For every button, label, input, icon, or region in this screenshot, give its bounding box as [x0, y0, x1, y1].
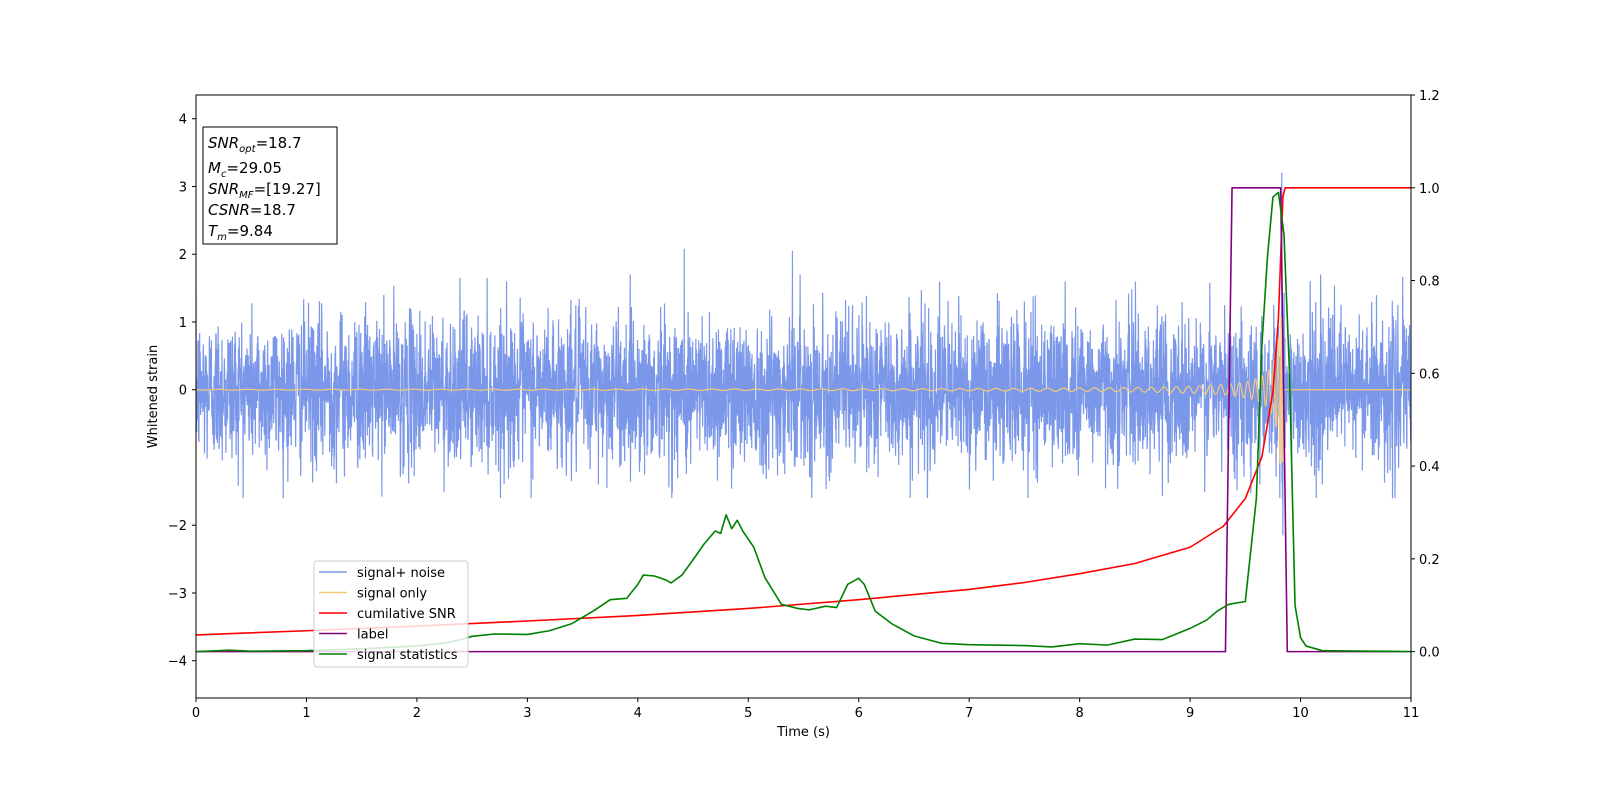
- legend-entry: signal statistics: [357, 648, 458, 663]
- y-left-tick-label: 1: [179, 316, 187, 331]
- y-left-tick-label: 0: [179, 384, 187, 399]
- legend-entry: cumilative SNR: [357, 607, 456, 622]
- x-tick-label: 2: [413, 706, 421, 721]
- plot-frame: [195, 94, 1412, 699]
- plot-layer: [196, 172, 1411, 653]
- x-tick-label: 6: [855, 706, 863, 721]
- annotation-box: SNRopt=18.7 Mc=29.05SNRMF=[19.27]CSNR=18.…: [202, 126, 338, 245]
- y-left-tick-label: 4: [179, 113, 187, 128]
- annotation-line: SNRMF=[19.27]: [208, 180, 321, 201]
- x-tick-label: 7: [965, 706, 973, 721]
- ticks-layer: 0 1 2 3 4 5 6 7 8 9 10 1143210−2−3−41.21.00.80.60.4…: [168, 89, 1440, 721]
- y-right-tick-label: 0.2: [1419, 553, 1440, 568]
- y-right-tick-label: 0.8: [1419, 275, 1440, 290]
- x-tick-label: 1: [302, 706, 310, 721]
- x-tick-label: 9: [1186, 706, 1194, 721]
- series-label-line: [196, 186, 1411, 653]
- x-axis-label: Time (s): [776, 725, 830, 740]
- y-left-tick-label: −3: [168, 587, 187, 602]
- annotation-line: Tm=9.84: [208, 222, 273, 243]
- y-left-tick-label: 2: [179, 248, 187, 263]
- x-tick-label: 0: [192, 706, 200, 721]
- x-tick-label: 8: [1075, 706, 1083, 721]
- annotation-line: CSNR=18.7: [208, 201, 296, 219]
- series-signal-statistics-line: [196, 191, 1411, 653]
- legend-entry: signal only: [357, 587, 427, 602]
- y-right-tick-label: 1.0: [1419, 182, 1440, 197]
- legend-frame: [313, 560, 469, 668]
- legend: signal+ noise signal only cumilative SNR la…: [313, 560, 469, 668]
- series-signal-only-line: [196, 316, 1411, 465]
- y-right-tick-label: 0.4: [1419, 460, 1440, 475]
- x-tick-label: 3: [523, 706, 531, 721]
- x-tick-label: 10: [1292, 706, 1309, 721]
- series-signal-noise-line: [196, 172, 1411, 536]
- y-right-tick-label: 0.0: [1419, 646, 1440, 661]
- annotation-line: Mc=29.05: [208, 159, 282, 180]
- x-tick-label: 11: [1403, 706, 1420, 721]
- y-right-tick-label: 0.6: [1419, 367, 1440, 382]
- annotation-frame: [202, 126, 338, 245]
- annotation-line: SNRopt=18.7: [208, 134, 302, 155]
- y-left-tick-label: −4: [168, 655, 187, 670]
- series-cumilative-snr-line: [196, 186, 1411, 636]
- y-left-tick-label: 3: [179, 180, 187, 195]
- y-left-tick-label: −2: [168, 519, 187, 534]
- y-axis-label: Whitened strain: [146, 345, 161, 448]
- y-right-tick-label: 1.2: [1419, 89, 1440, 104]
- x-tick-label: 4: [634, 706, 642, 721]
- x-tick-label: 5: [744, 706, 752, 721]
- legend-entry: label: [357, 628, 388, 643]
- legend-entry: signal+ noise: [357, 566, 445, 581]
